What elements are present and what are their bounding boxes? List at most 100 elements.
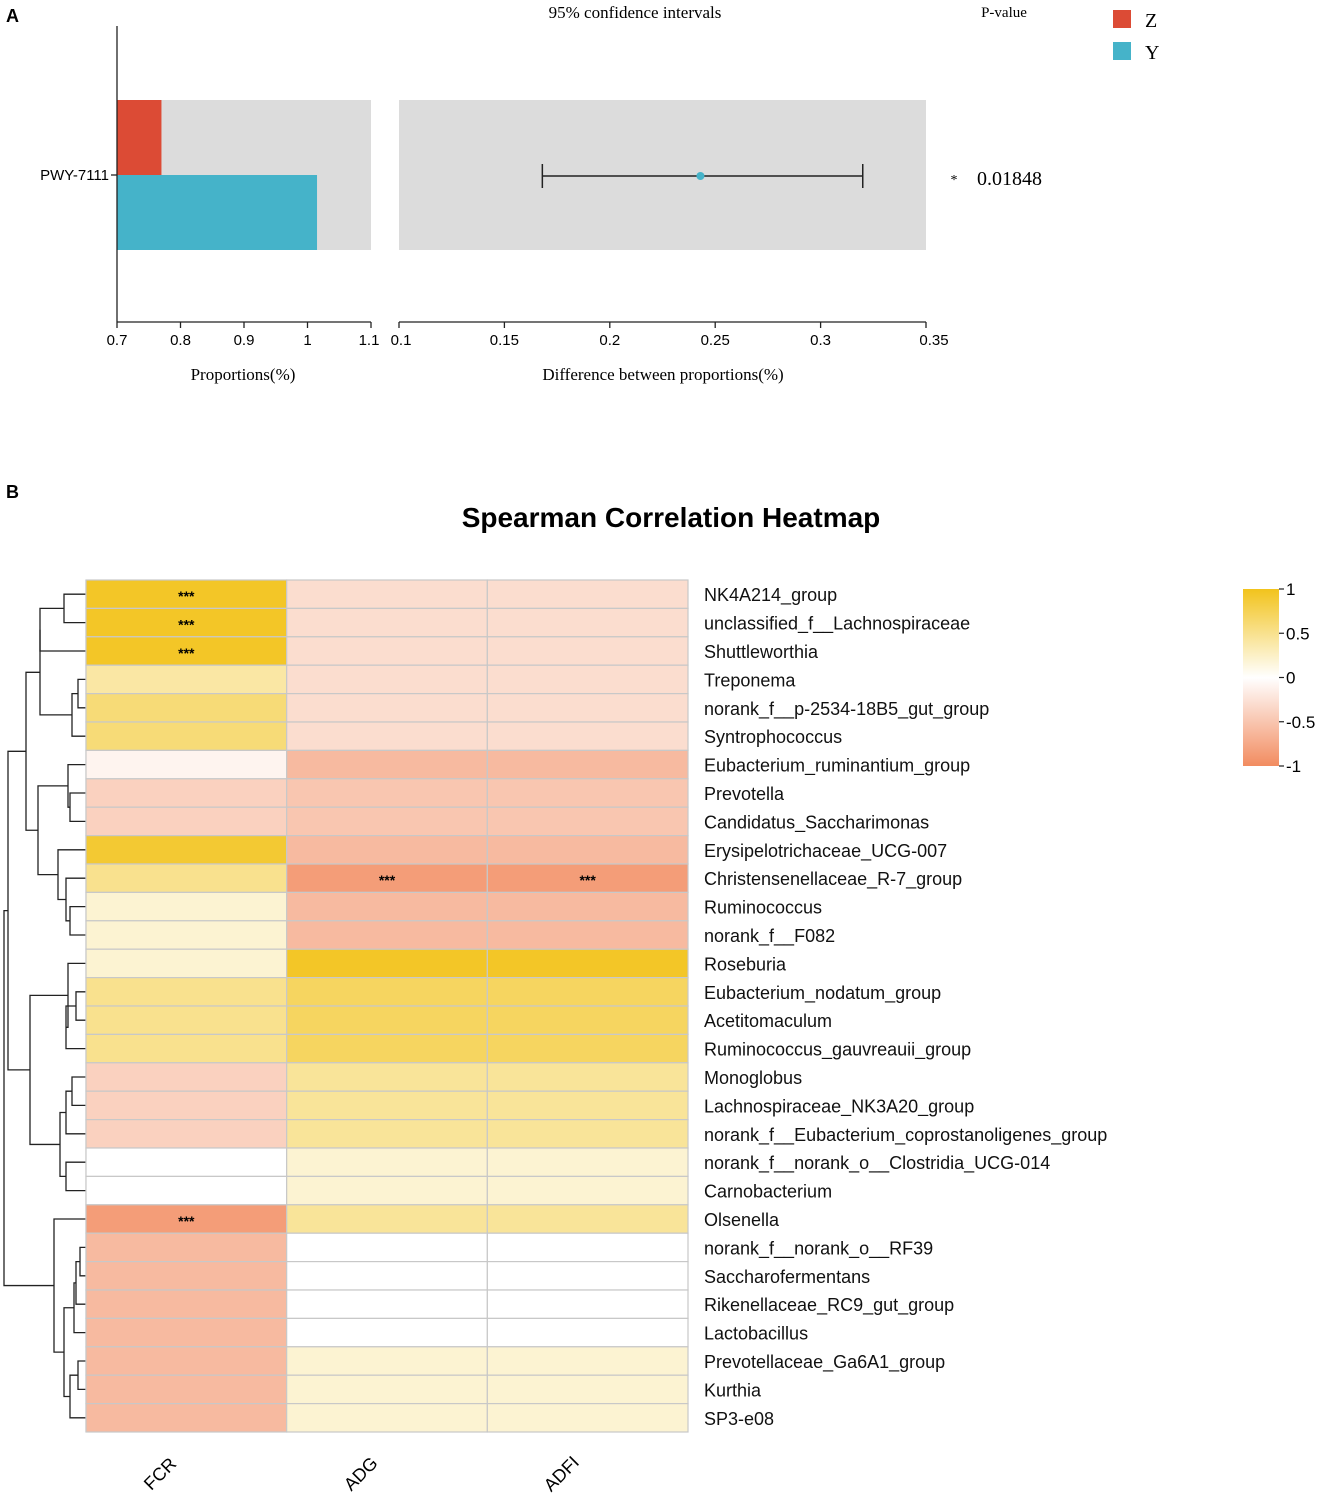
heatmap-cell [286,1346,488,1376]
row-label: Shuttleworthia [704,642,819,662]
dendrogram-branch [75,1260,86,1305]
row-label: Ruminococcus_gauvreauii_group [704,1040,971,1061]
heatmap-cell [486,1289,689,1319]
heatmap-cell [85,1204,288,1234]
row-label: norank_f__Eubacterium_coprostanoligenes_… [704,1125,1107,1146]
heatmap-cell [286,1090,488,1121]
heatmap-cell [286,1232,488,1263]
heatmap-cell [286,579,488,609]
row-label: norank_f__F082 [704,926,835,947]
heatmap-cell [486,1005,689,1035]
row-label: Christensenellaceae_R-7_group [704,869,962,890]
column-label: ADG [340,1453,382,1495]
heatmap-cell [286,1204,488,1234]
dendrogram-branch [39,629,72,716]
heatmap-cell [85,891,288,922]
colorbar-tick-label: 0 [1286,669,1295,688]
heatmap-cell [486,976,689,1007]
heatmap-cell [486,834,689,865]
dendrogram-branch [59,1111,66,1178]
dendrogram-branch [69,905,86,936]
dendrogram-branch [69,792,86,823]
dendrogram-branch [57,849,86,901]
colorbar-gradient [1243,589,1279,766]
legend-label-y: Y [1145,42,1159,64]
heatmap-cell [85,1118,288,1149]
dendrogram-branch [63,1307,74,1398]
dendrogram-branch [77,678,86,709]
row-label: norank_f__p-2534-18B5_gut_group [704,699,989,720]
heatmap-cell [85,834,288,865]
dendrogram-branch [75,991,86,1021]
heatmap-cell [85,721,288,751]
heatmap-cell [85,664,288,695]
heatmap-cell [486,806,689,837]
dendrogram-branch [71,692,86,737]
heatmap-cell [85,1374,288,1405]
heatmap-cell [286,778,488,808]
row-label: unclassified_f__Lachnospiraceae [704,614,970,635]
heatmap-cell [286,1402,488,1433]
heatmap-cell [85,976,288,1007]
row-label: Prevotellaceae_Ga6A1_group [704,1352,945,1373]
legend-label-z: Z [1145,10,1157,32]
dendrogram-branch [63,593,86,624]
heatmap-cell [286,749,488,780]
heatmap-cell [486,863,689,893]
heatmap-cell [85,948,288,979]
row-dendrogram [3,580,87,1432]
heatmap-cell [286,891,488,922]
heatmap-cell [286,1317,488,1348]
dendrogram-branch [37,785,68,876]
heatmap-cell [486,1346,689,1376]
heatmap-cell [486,607,689,638]
heatmap-cell [85,1090,288,1121]
colorbar-tick-label: 1 [1286,580,1295,599]
heatmap-title: Spearman Correlation Heatmap [462,502,881,533]
row-label: Olsenella [704,1210,780,1230]
heatmap-cell [486,891,689,922]
row-label: Prevotella [704,784,785,804]
heatmap-cell [486,636,689,666]
dendrogram-branch [65,877,86,922]
heatmap-cell [85,749,288,780]
heatmap-cell [286,920,488,950]
heatmap-cell [85,1232,288,1263]
heatmap-cell [486,1374,689,1405]
heatmap-cell [85,778,288,808]
heatmap-cell [486,1175,689,1206]
heatmap-cell [85,863,288,893]
row-label: Lachnospiraceae_NK3A20_group [704,1096,974,1117]
dendrogram-root [3,909,54,1287]
row-label: Eubacterium_nodatum_group [704,983,941,1004]
heatmap-cell [286,1062,488,1092]
row-label: Treponema [704,670,796,690]
bar-x-tick-label: 1 [303,332,311,349]
bar-x-tick-label: 0.9 [234,332,255,349]
ci-plot-background [399,100,926,250]
row-label: Eubacterium_ruminantium_group [704,756,970,777]
ci-x-tick-label: 0.35 [919,332,948,349]
heatmap-cell [486,1204,689,1234]
heatmap-cell [486,1317,689,1348]
row-label: SP3-e08 [704,1409,774,1429]
heatmap-cell [286,664,488,695]
heatmap-cell [286,1175,488,1206]
colorbar-tick-label: 0.5 [1286,624,1310,643]
ci-x-tick-label: 0.15 [490,332,519,349]
heatmap: *** NK4A214_group *** unclassified_f__Lachn… [85,579,1107,1495]
legend-swatch-y [1113,42,1131,60]
heatmap-cell [486,692,689,723]
heatmap-cell [85,1033,288,1064]
row-label: Monoglobus [704,1068,802,1088]
significance-marker: *** [579,872,596,888]
dendrogram-branch [29,994,68,1146]
heatmap-cell [286,607,488,638]
heatmap-cell [85,692,288,723]
heatmap-cell [486,721,689,751]
ci-x-axis-label: Difference between proportions(%) [542,365,783,384]
difference-ci-chart: 0.1 0.15 0.2 0.25 0.3 0.35 Difference between … [391,100,1042,384]
heatmap-cell [85,1175,288,1206]
significance-marker: *** [178,588,195,604]
row-label: Erysipelotrichaceae_UCG-007 [704,841,947,862]
